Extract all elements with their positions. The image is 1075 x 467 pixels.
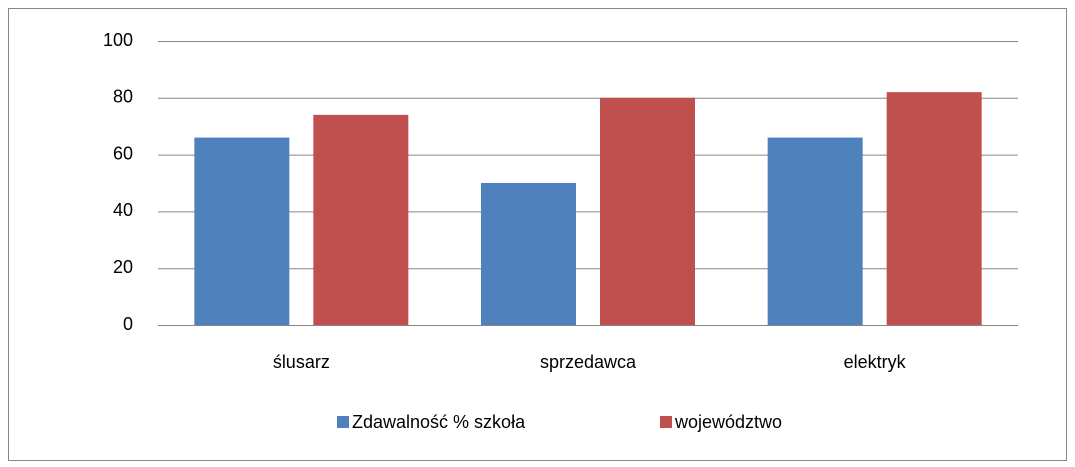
bar xyxy=(313,114,409,325)
legend-label: województwo xyxy=(674,412,782,432)
y-tick-label: 100 xyxy=(103,30,133,50)
y-tick-label: 60 xyxy=(113,143,133,163)
legend-swatch xyxy=(337,416,349,428)
legend-swatch xyxy=(660,416,672,428)
x-tick-label: elektryk xyxy=(844,352,907,372)
y-tick-label: 0 xyxy=(123,314,133,334)
y-tick-label: 20 xyxy=(113,257,133,277)
x-tick-label: ślusarz xyxy=(273,352,330,372)
bar xyxy=(767,137,863,325)
legend-label: Zdawalność % szkoła xyxy=(352,412,526,432)
y-tick-label: 80 xyxy=(113,87,133,107)
bar xyxy=(194,137,290,325)
bar xyxy=(481,183,576,325)
y-tick-label: 40 xyxy=(113,200,133,220)
bar xyxy=(886,92,982,326)
x-tick-label: sprzedawca xyxy=(540,352,637,372)
bar xyxy=(600,97,695,325)
